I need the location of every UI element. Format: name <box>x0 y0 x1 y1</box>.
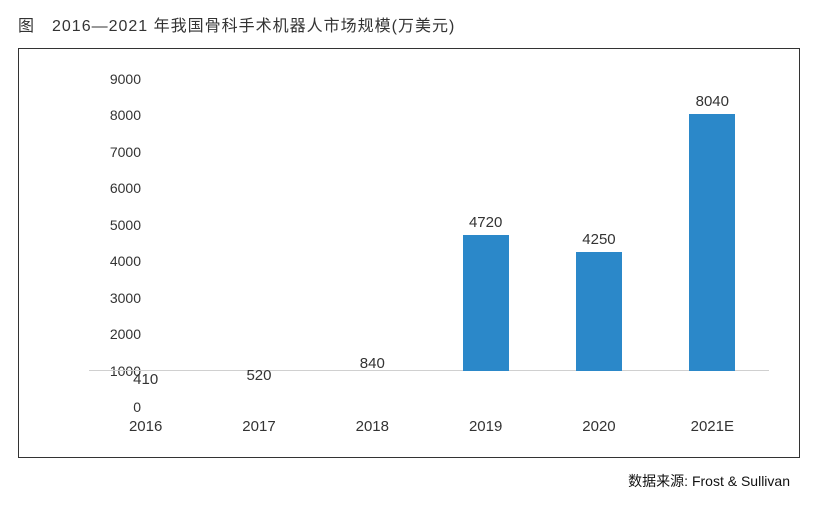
chart-frame: 0100020003000400050006000700080009000 41… <box>18 48 800 458</box>
bar <box>463 235 509 371</box>
bar-group: 8402018 <box>316 79 429 407</box>
bar-group: 47202019 <box>429 79 542 407</box>
bar-group: 42502020 <box>543 79 656 407</box>
bar-value-label: 4250 <box>582 231 615 248</box>
bar <box>689 114 735 371</box>
bar-value-label: 410 <box>133 371 158 388</box>
x-category-label: 2019 <box>429 418 542 435</box>
bars-container: 4102016520201784020184720201942502020804… <box>89 79 769 407</box>
bar-value-label: 4720 <box>469 214 502 231</box>
data-source: 数据来源: Frost & Sullivan <box>628 471 790 491</box>
chart-title: 图 2016—2021 年我国骨科手术机器人市场规模(万美元) <box>18 12 800 36</box>
x-category-label: 2016 <box>89 418 202 435</box>
bar-group: 4102016 <box>89 79 202 407</box>
bar-value-label: 520 <box>246 367 271 384</box>
bar-group: 5202017 <box>203 79 316 407</box>
bar-group: 80402021E <box>656 79 769 407</box>
x-category-label: 2020 <box>543 418 656 435</box>
x-category-label: 2018 <box>316 418 429 435</box>
bar <box>576 252 622 370</box>
x-category-label: 2021E <box>656 418 769 435</box>
plot-area: 0100020003000400050006000700080009000 41… <box>89 79 769 407</box>
x-category-label: 2017 <box>203 418 316 435</box>
bar-value-label: 840 <box>360 355 385 372</box>
bar-value-label: 8040 <box>696 93 729 110</box>
